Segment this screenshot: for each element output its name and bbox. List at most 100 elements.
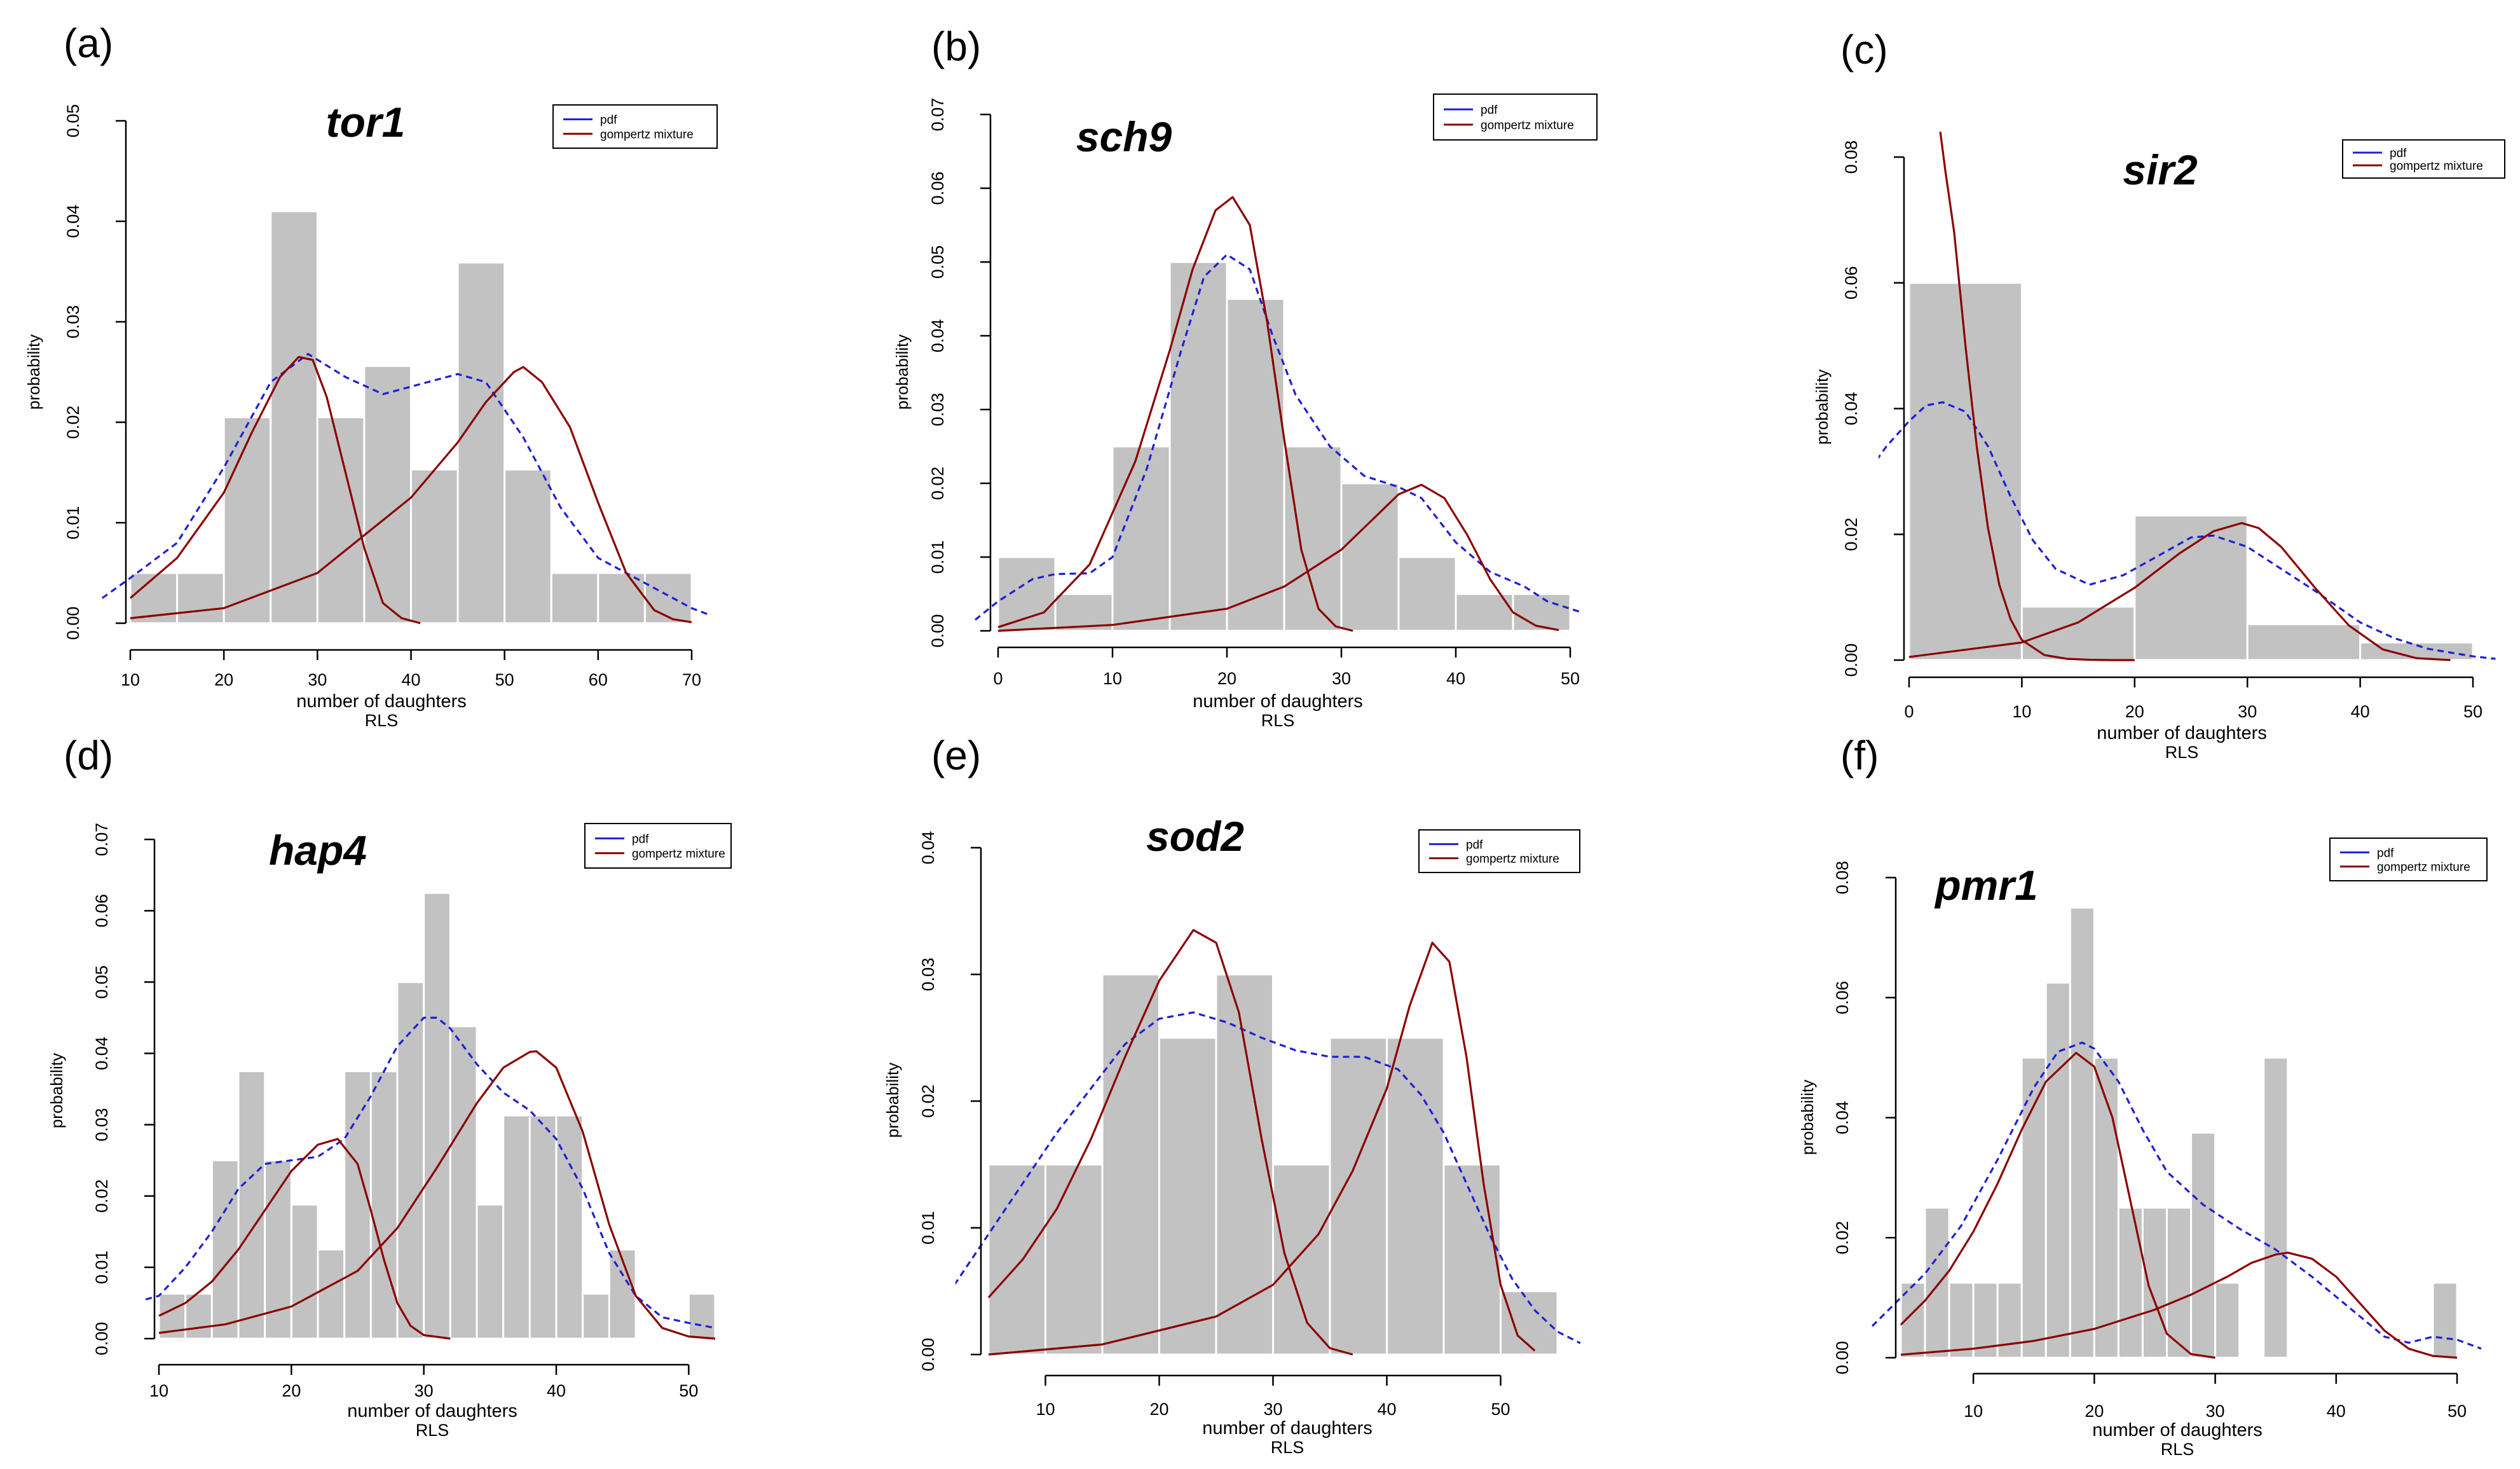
x-tick-label: 70 [682,670,701,689]
histogram-bar [1512,593,1572,632]
chart-panel-pmr1: 0.00 0.02 0.04 0.06 0.08 probability 10 20 30 40 5… [1798,733,2488,1459]
legend-box [1433,93,1598,141]
histogram-bar [1215,973,1274,1356]
chart-title: hap4 [269,827,367,874]
y-tick-label: 0.00 [928,614,947,648]
x-tick-label: 10 [2012,702,2031,721]
histogram-bar [2190,1131,2217,1359]
y-tick-label: 0.04 [92,1037,111,1070]
histogram-bar [2165,1206,2193,1359]
chart-title: sod2 [1146,813,1244,860]
gompertz-mixture-curve [129,355,421,624]
histogram-bar [1044,1163,1104,1356]
histogram-bar [608,1248,637,1340]
legend-box [552,104,718,149]
legend-box [2329,838,2488,881]
x-axis-sublabel: RLS [1271,1438,1305,1457]
histogram-bar [550,572,599,624]
curve-layer [101,353,711,624]
x-axis-sublabel: RLS [2165,743,2199,762]
histogram-bar [396,981,425,1340]
x-tick-label: 40 [1377,1400,1396,1419]
y-axis-label: probability [1812,369,1832,445]
histogram-bar [502,1114,531,1340]
legend-label: pdf [1466,838,1483,852]
x-tick-label: 50 [2448,1402,2467,1421]
histogram-bar [987,1163,1046,1356]
x-tick-label: 10 [149,1381,168,1400]
y-tick-label: 0.08 [1842,141,1861,174]
histogram-bar [582,1292,610,1340]
histogram-bar [1397,556,1457,632]
histogram-bar [643,572,693,624]
x-tick-label: 0 [1904,702,1914,721]
x-tick-label: 40 [401,670,420,689]
histogram-bar [410,468,459,624]
y-tick-label: 0.01 [64,506,83,540]
histogram-bar [1272,1163,1331,1356]
y-tick-label: 0.03 [92,1108,111,1141]
y-tick-label: 0.06 [1842,266,1861,300]
panel-letter: (e) [931,733,981,778]
histogram-bar [2263,1056,2289,1359]
x-tick-label: 20 [214,670,233,689]
x-tick-label: 30 [2238,702,2257,721]
histogram-bar [176,572,225,624]
x-tick-label: 60 [589,670,608,689]
gompertz-mixture-curve [1939,132,2135,661]
y-tick-label: 0.02 [928,467,947,500]
histogram-bar [1283,445,1343,632]
chart-title: pmr1 [1934,862,2037,909]
legend-label: pdf [2390,147,2407,160]
histogram-bar [528,1114,558,1340]
y-tick-label: 0.03 [64,305,83,339]
legend-label: pdf [600,114,617,127]
histogram-bar [423,892,451,1340]
x-tick-label: 10 [1964,1402,1983,1421]
x-axis-sublabel: RLS [416,1421,449,1440]
y-tick-label: 0.04 [928,319,947,353]
x-tick-label: 30 [2206,1402,2225,1421]
y-tick-label: 0.07 [928,98,947,132]
histogram-bar [2141,1206,2168,1359]
gompertz-mixture-curve [987,928,1353,1356]
x-tick-label: 20 [282,1381,301,1400]
legend-label: gompertz mixture [632,848,725,861]
chart-panel-sir2: 0.00 0.02 0.04 0.06 0.08 probability 0 10 20 30 40… [1812,27,2505,762]
histogram-bar [369,1070,399,1340]
histogram-bar [2214,1281,2241,1359]
legend-box [2342,139,2505,179]
histogram-bar [317,1248,346,1340]
y-tick-label: 0.04 [919,831,938,865]
histogram-bar [476,1203,505,1340]
pdf-curve [101,353,711,616]
chart-panel-sch9: 0.00 0.01 0.02 0.03 0.04 0.05 0.06 0.07 probabil… [893,24,1598,730]
y-tick-label: 0.05 [92,965,111,999]
chart-title: sch9 [1076,113,1172,160]
x-axis-label: number of daughters [1202,1418,1373,1438]
y-tick-label: 0.07 [92,823,111,857]
histogram-bar [503,468,552,624]
histogram-bar [1442,1163,1502,1356]
histogram-bar [997,556,1057,632]
y-axis-label: probability [893,334,912,410]
legend-label: gompertz mixture [1466,853,1559,866]
x-tick-label: 50 [495,670,514,689]
x-tick-label: 40 [2327,1402,2346,1421]
x-tick-label: 50 [2463,702,2482,721]
x-tick-label: 10 [1103,669,1122,688]
histogram-bar [1924,1206,1950,1359]
legend-label: pdf [1481,104,1498,117]
y-tick-label: 0.06 [1833,981,1852,1014]
x-tick-label: 20 [2125,702,2144,721]
y-tick-label: 0.06 [928,172,947,205]
legend-label: gompertz mixture [2377,861,2470,874]
pdf-curve [955,1011,1581,1344]
x-tick-label: 50 [1491,1400,1510,1419]
histogram-bar [2133,514,2249,661]
y-axis-label: probability [883,1063,902,1138]
x-tick-label: 50 [679,1381,698,1400]
y-tick-label: 0.02 [1842,518,1861,551]
histogram-bar [1101,973,1160,1356]
